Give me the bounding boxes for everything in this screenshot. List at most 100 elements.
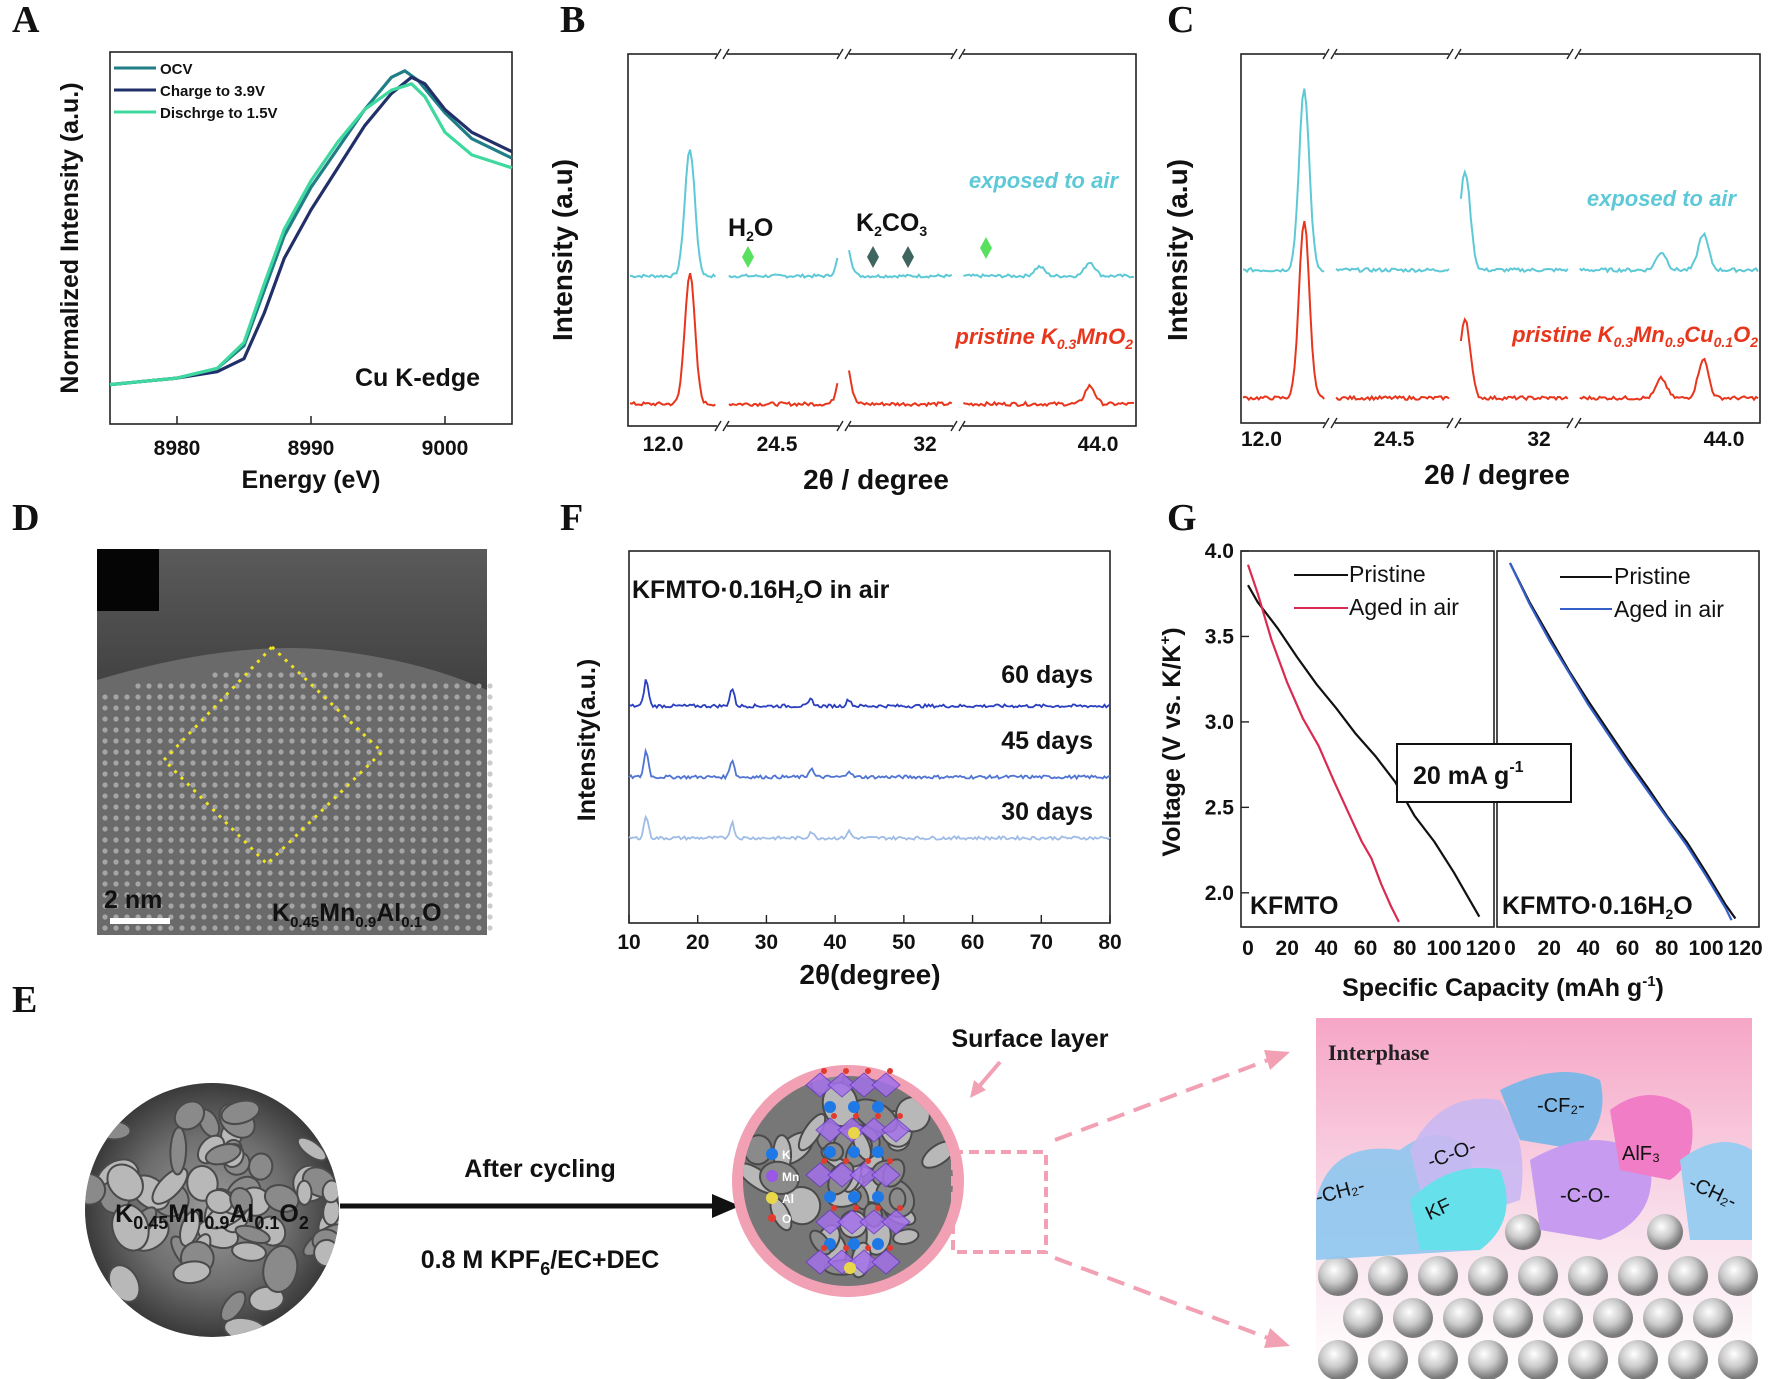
stem-lattice-dot <box>289 914 295 920</box>
stem-lattice-dot <box>146 881 152 887</box>
e-sem-grain <box>85 1172 107 1206</box>
stem-lattice-dot <box>201 914 207 920</box>
stem-lattice-dot <box>223 738 229 744</box>
stem-lattice-dot <box>410 914 416 920</box>
panel-b-tick-label-2: 32 <box>913 433 936 456</box>
panel-b-break-b-2-0 <box>958 48 966 60</box>
stem-lattice-dot <box>267 804 273 810</box>
panel-c-exposed-label: exposed to air <box>1587 186 1738 211</box>
panel-b-y-label: Intensity (a.u) <box>547 159 578 341</box>
stem-lattice-dot <box>454 925 460 931</box>
stem-lattice-dot <box>465 804 471 810</box>
stem-lattice-dot <box>256 848 262 854</box>
e-sem-grain <box>219 1290 247 1322</box>
e-sem-grain <box>262 1244 299 1293</box>
stem-lattice-dot <box>157 760 163 766</box>
e-blob-ch2-right <box>1680 1142 1752 1240</box>
panel-g-xtick-label-1-1: 20 <box>1538 937 1561 960</box>
stem-lattice-dot <box>245 705 251 711</box>
panel-label-f: F <box>560 497 583 539</box>
stem-lattice-dot <box>168 870 174 876</box>
stem-lattice-dot <box>168 925 174 931</box>
stem-lattice-dot <box>124 749 130 755</box>
stem-lattice-dot <box>256 925 262 931</box>
stem-lattice-dot <box>311 892 317 898</box>
stem-lattice-dot <box>267 760 273 766</box>
panel-b-break-a-2-0 <box>950 48 958 60</box>
e-crystal-oxygen <box>821 1068 827 1074</box>
stem-lattice-dot <box>432 771 438 777</box>
stem-lattice-dot <box>377 914 383 920</box>
e-crystal-octahedron <box>871 1072 901 1098</box>
stem-lattice-dot <box>410 881 416 887</box>
e-el-sub: 6 <box>540 1259 550 1279</box>
stem-lattice-dot <box>212 914 218 920</box>
e-crystal-octahedron <box>837 1209 867 1235</box>
panel-c-break-gap-2-1 <box>1569 419 1579 427</box>
stem-lattice-dot <box>289 716 295 722</box>
stem-lattice-dot <box>146 815 152 821</box>
e-k: K <box>115 1200 133 1228</box>
e-crystal-oxygen <box>875 1205 881 1211</box>
stem-lattice-dot <box>465 716 471 722</box>
stem-lattice-dot <box>311 870 317 876</box>
stem-lattice-dot <box>399 925 405 931</box>
panel-b-axis-breaks <box>714 48 966 432</box>
stem-lattice-dot <box>124 760 130 766</box>
stem-lattice-dot <box>487 848 493 854</box>
stem-lattice-dot <box>146 705 152 711</box>
stem-lattice-dot <box>201 727 207 733</box>
e-crystal-octahedron <box>827 1162 857 1188</box>
stem-lattice-dot <box>278 837 284 843</box>
stem-lattice-dot <box>487 727 493 733</box>
stem-lattice-dot <box>102 738 108 744</box>
stem-lattice-dot <box>157 837 163 843</box>
stem-lattice-dot <box>267 925 273 931</box>
stem-lattice-dot <box>267 683 273 689</box>
stem-lattice-dot <box>102 793 108 799</box>
panel-b-break-a-2-1 <box>950 420 958 432</box>
stem-lattice-dot <box>366 826 372 832</box>
stem-lattice-dot <box>102 826 108 832</box>
stem-lattice-dot <box>454 881 460 887</box>
stem-lattice-dot <box>234 892 240 898</box>
stem-lattice-dot <box>421 914 427 920</box>
stem-lattice-dot <box>113 903 119 909</box>
e-crystal-octahedron <box>881 1117 911 1143</box>
stem-lattice-dot <box>190 815 196 821</box>
stem-lattice-dot <box>223 771 229 777</box>
c-mid3: O <box>1733 322 1750 347</box>
stem-lattice-dot <box>157 881 163 887</box>
stem-lattice-dot <box>344 683 350 689</box>
stem-lattice-dot <box>421 903 427 909</box>
e-crystal-oxygen <box>843 1158 849 1164</box>
stem-lattice-dot <box>289 892 295 898</box>
e-sem-grain <box>204 1143 242 1166</box>
stem-lattice-dot <box>454 683 460 689</box>
e-crystal-k-atom <box>848 1191 860 1203</box>
stem-lattice-dot <box>212 760 218 766</box>
panel-a-line-2 <box>109 82 513 387</box>
e-electrode-sphere <box>1718 1256 1758 1296</box>
stem-lattice-dot <box>366 727 372 733</box>
panel-c-x-ticks: 12.0 24.5 32 44.0 <box>1241 428 1744 451</box>
stem-lattice-dot <box>454 903 460 909</box>
stem-lattice-dot <box>476 859 482 865</box>
stem-lattice-dot <box>311 771 317 777</box>
e-crystal-oxygen <box>831 1205 837 1211</box>
stem-lattice-dot <box>256 870 262 876</box>
stem-lattice-dot <box>157 727 163 733</box>
stem-lattice-dot <box>421 694 427 700</box>
panel-c-line-pristine <box>1242 220 1759 402</box>
e-electrode-sphere <box>1618 1340 1658 1379</box>
g-rate-box <box>1396 743 1572 803</box>
stem-lattice-dot <box>410 892 416 898</box>
stem-lattice-dot <box>135 815 141 821</box>
stem-lattice-dot <box>124 826 130 832</box>
stem-lattice-dot <box>267 837 273 843</box>
e-electrode-sphere <box>1643 1298 1683 1338</box>
panel-g-xtick-label-0-2: 40 <box>1315 937 1338 960</box>
stem-lattice-dot <box>124 716 130 722</box>
panel-g-xtick-label-1-3: 60 <box>1616 937 1639 960</box>
stem-lattice-dot <box>212 826 218 832</box>
